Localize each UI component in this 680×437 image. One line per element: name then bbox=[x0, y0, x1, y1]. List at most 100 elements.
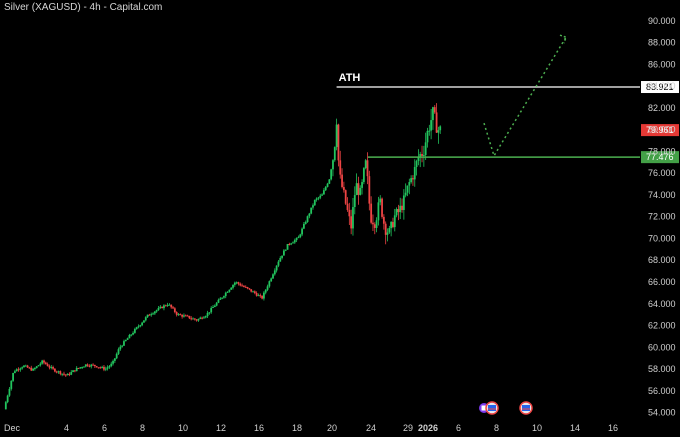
candle-body bbox=[246, 287, 249, 289]
candle-body bbox=[55, 371, 58, 373]
candle-body bbox=[312, 205, 314, 208]
candle-body bbox=[190, 318, 193, 320]
candle-body bbox=[188, 315, 191, 319]
candle-body bbox=[232, 284, 234, 288]
candle-body bbox=[435, 112, 438, 133]
candle-body bbox=[199, 317, 202, 319]
candle-body bbox=[26, 365, 29, 368]
candle-body bbox=[243, 285, 245, 287]
candle-body bbox=[219, 298, 222, 300]
candle-body bbox=[263, 292, 265, 299]
candle-body bbox=[284, 249, 287, 251]
us-flag-event-icon-2[interactable] bbox=[519, 401, 533, 415]
candle-body bbox=[228, 289, 231, 292]
candle-body bbox=[192, 318, 194, 320]
price-tick-label: 88.000 bbox=[648, 38, 676, 48]
candle-body bbox=[252, 291, 254, 293]
candle-body bbox=[50, 367, 53, 369]
candle-body bbox=[408, 182, 411, 186]
price-tick-label: 70.000 bbox=[648, 233, 676, 243]
candle-body bbox=[230, 287, 233, 290]
candle-body bbox=[195, 319, 198, 321]
candle-body bbox=[39, 363, 42, 366]
candle-body bbox=[37, 365, 40, 367]
time-tick-label: 6 bbox=[102, 423, 107, 433]
candle-body bbox=[64, 374, 67, 376]
candle-body bbox=[413, 166, 416, 180]
time-tick-label: 20 bbox=[327, 423, 337, 433]
candle-body bbox=[333, 147, 336, 161]
candle-body bbox=[373, 224, 376, 228]
candle-body bbox=[355, 183, 358, 196]
candle-body bbox=[235, 282, 238, 284]
price-axis: 54.000 56.000 58.000 60.000 62.000 64.000 66.0… bbox=[648, 16, 676, 418]
candle-body bbox=[412, 178, 414, 180]
candle-body bbox=[14, 371, 16, 373]
candle-body bbox=[264, 289, 267, 293]
candle-body bbox=[382, 216, 385, 224]
candle-body bbox=[301, 228, 303, 235]
candle-body bbox=[203, 317, 205, 319]
candle-body bbox=[215, 302, 218, 306]
candle-body bbox=[302, 223, 305, 229]
candle-body bbox=[106, 367, 109, 369]
candle-body bbox=[126, 338, 129, 340]
candle-body bbox=[424, 142, 427, 156]
price-tick-label: 56.000 bbox=[648, 386, 676, 396]
price-tick-label: 58.000 bbox=[648, 364, 676, 374]
candle-body bbox=[275, 265, 278, 271]
candle-body bbox=[8, 388, 11, 396]
candle-body bbox=[48, 366, 51, 368]
candle-body bbox=[186, 315, 189, 317]
candle-body bbox=[295, 238, 298, 241]
candle-body bbox=[57, 371, 60, 373]
price-tick-label: 54.000 bbox=[648, 408, 676, 418]
candle-body bbox=[130, 334, 133, 336]
candle-body bbox=[30, 367, 33, 371]
candle-body bbox=[201, 317, 204, 319]
candle-body bbox=[292, 242, 294, 244]
candle-body bbox=[103, 366, 105, 370]
candle-body bbox=[137, 326, 140, 328]
candle-body bbox=[117, 349, 120, 354]
candle-body bbox=[146, 314, 149, 318]
candle-body bbox=[90, 364, 93, 367]
candle-body bbox=[341, 174, 343, 188]
candle-body bbox=[59, 371, 62, 375]
us-flag-event-icon[interactable] bbox=[485, 401, 499, 415]
last-price-badge-bg bbox=[641, 124, 679, 137]
candle-body bbox=[404, 192, 407, 196]
candle-body bbox=[4, 402, 7, 410]
candle-body bbox=[326, 183, 329, 187]
price-tick-label: 64.000 bbox=[648, 299, 676, 309]
candle-body bbox=[281, 255, 283, 258]
candle-body bbox=[83, 366, 85, 368]
candle-body bbox=[372, 222, 374, 225]
candle-body bbox=[150, 314, 153, 316]
candle-body bbox=[183, 315, 185, 317]
candle-body bbox=[330, 169, 333, 180]
candle-body bbox=[313, 199, 316, 206]
candle-body bbox=[248, 288, 251, 290]
price-tick-label: 84.000 bbox=[648, 81, 676, 91]
candle-body bbox=[359, 187, 362, 195]
support-price-badge: 77.476 bbox=[646, 152, 674, 162]
price-tick-label: 74.000 bbox=[648, 190, 676, 200]
chart-title: Silver (XAGUSD) - 4h - Capital.com bbox=[4, 2, 163, 13]
candle-body bbox=[179, 314, 182, 316]
candle-body bbox=[259, 295, 262, 297]
time-tick-label: 8 bbox=[494, 423, 499, 433]
candle-body bbox=[288, 243, 291, 245]
candle-body bbox=[108, 366, 111, 368]
candle-body bbox=[344, 190, 347, 204]
candle-body bbox=[184, 315, 187, 317]
candle-body bbox=[166, 304, 169, 306]
candle-body bbox=[35, 366, 38, 369]
candle-body bbox=[12, 372, 14, 381]
candle-body bbox=[241, 285, 243, 287]
candle-body bbox=[52, 367, 54, 369]
candle-body bbox=[104, 368, 107, 370]
candle-body bbox=[350, 216, 353, 229]
candle-body bbox=[357, 183, 360, 195]
